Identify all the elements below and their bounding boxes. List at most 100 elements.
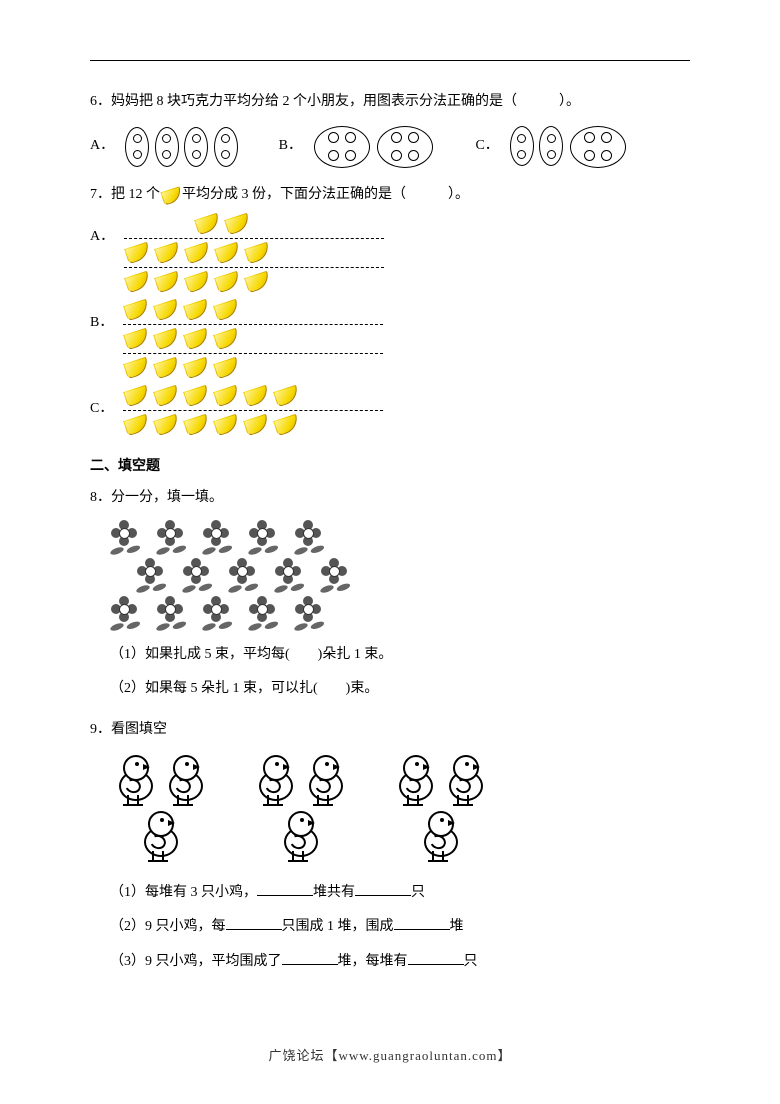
t: （3）9 只小鸡，平均围成了 (110, 954, 282, 969)
t: 堆共有 (313, 885, 355, 900)
chick-icon (257, 755, 303, 809)
flower-icon (246, 596, 278, 632)
banana-icon (124, 272, 150, 292)
flower-icon (200, 520, 232, 556)
banana-icon (153, 386, 179, 406)
banana-icon (123, 386, 149, 406)
chick-groups (110, 754, 690, 866)
chick-icon (117, 755, 163, 809)
banana-icon (123, 415, 149, 435)
blank[interactable] (318, 681, 346, 696)
banana-icon (184, 272, 210, 292)
question-9: 9．看图填空 （1）每堆有 3 只小鸡，堆共有只 （2）9 只小鸡，每只围成 1… (90, 717, 690, 975)
banana-icon (154, 243, 180, 263)
banana-icon (183, 300, 209, 320)
banana-icon (153, 358, 179, 378)
section-2-title: 二、填空题 (90, 455, 690, 475)
banana-stack-b (123, 298, 383, 380)
banana-icon (183, 386, 209, 406)
q7-option-b[interactable]: B． (90, 298, 690, 380)
blank-underline[interactable] (226, 915, 282, 930)
q6-option-a[interactable]: A． (90, 127, 239, 167)
blank[interactable] (290, 647, 318, 662)
chick-icon (307, 755, 353, 809)
divider-dash (123, 410, 383, 411)
banana-icon (123, 358, 149, 378)
banana-icon (123, 329, 149, 349)
q9-title: 9．看图填空 (90, 717, 690, 744)
banana-icon (224, 214, 250, 234)
blank-underline[interactable] (282, 950, 338, 965)
banana-icon (153, 415, 179, 435)
q9-sub1: （1）每堆有 3 只小鸡，堆共有只 (110, 880, 690, 907)
blank-underline[interactable] (394, 915, 450, 930)
page: 6．妈妈把 8 块巧克力平均分给 2 个小朋友，用图表示分法正确的是（ ）。 A… (0, 0, 780, 1104)
banana-icon (214, 272, 240, 292)
banana-icon (153, 329, 179, 349)
chick-icon (422, 811, 468, 865)
divider-dash (123, 353, 383, 354)
banana-icon (273, 415, 299, 435)
chick-icon (447, 755, 493, 809)
q6-option-c[interactable]: C． (475, 126, 627, 168)
question-7: 7．把 12 个 平均分成 3 份，下面分法正确的是（ ）。 A． B． C． (90, 182, 690, 438)
banana-icon (273, 386, 299, 406)
banana-icon (183, 329, 209, 349)
banana-stack-a (124, 212, 384, 294)
flower-grid (108, 520, 690, 632)
q7-option-c[interactable]: C． (90, 384, 690, 437)
divider-dash (124, 267, 384, 268)
footer-text: 广饶论坛【www.guangraoluntan.com】 (90, 1045, 690, 1064)
blank-underline[interactable] (408, 950, 464, 965)
t: 只 (411, 885, 425, 900)
q7-option-a[interactable]: A． (90, 212, 690, 294)
banana-icon (213, 329, 239, 349)
option-label: C． (475, 133, 498, 160)
question-8: 8．分一分，填一填。 （1）如果扎成 5 束，平均每( )朵扎 1 束。 （2）… (90, 485, 690, 703)
flower-icon (108, 520, 140, 556)
q8-s1b: )朵扎 1 束。 (318, 647, 393, 662)
option-label: B． (279, 133, 302, 160)
chick-icon (142, 811, 188, 865)
q6-text: 6．妈妈把 8 块巧克力平均分给 2 个小朋友，用图表示分法正确的是（ ）。 (90, 89, 690, 116)
chick-icon (167, 755, 213, 809)
chick-group (390, 754, 500, 866)
q7-text-row: 7．把 12 个 平均分成 3 份，下面分法正确的是（ ）。 (90, 182, 690, 209)
chick-icon (282, 811, 328, 865)
banana-icon (213, 415, 239, 435)
divider-dash (123, 324, 383, 325)
question-6: 6．妈妈把 8 块巧克力平均分给 2 个小朋友，用图表示分法正确的是（ ）。 A… (90, 89, 690, 168)
q7-prefix: 7．把 12 个 (90, 182, 160, 209)
option-label: A． (90, 133, 114, 160)
banana-icon (213, 386, 239, 406)
flower-icon (292, 596, 324, 632)
q6-option-b[interactable]: B． (279, 126, 436, 168)
t: 只围成 1 堆，围成 (282, 919, 394, 934)
flower-icon (180, 558, 212, 594)
option-label: A． (90, 224, 114, 251)
t: 堆，每堆有 (338, 954, 408, 969)
t: 堆 (450, 919, 464, 934)
q9-sub2: （2）9 只小鸡，每只围成 1 堆，围成堆 (110, 914, 690, 941)
blank-underline[interactable] (355, 881, 411, 896)
q9-sub3: （3）9 只小鸡，平均围成了堆，每堆有只 (110, 949, 690, 976)
oval-mixed-icon (509, 126, 628, 168)
blank-underline[interactable] (257, 881, 313, 896)
banana-icon (244, 272, 270, 292)
flower-icon (246, 520, 278, 556)
q8-s1a: （1）如果扎成 5 束，平均每( (110, 647, 290, 662)
chick-group (110, 754, 220, 866)
divider-dash (124, 238, 384, 239)
banana-icon (213, 358, 239, 378)
flower-icon (318, 558, 350, 594)
flower-icon (154, 596, 186, 632)
flower-icon (292, 520, 324, 556)
banana-stack-c (123, 384, 383, 437)
option-label: B． (90, 310, 113, 337)
q8-sub1: （1）如果扎成 5 束，平均每( )朵扎 1 束。 (110, 642, 690, 669)
banana-icon (244, 243, 270, 263)
banana-icon (243, 415, 269, 435)
banana-icon (183, 415, 209, 435)
q7-suffix: 平均分成 3 份，下面分法正确的是（ ）。 (182, 182, 469, 209)
q6-options-row: A． B． C． (90, 126, 690, 168)
